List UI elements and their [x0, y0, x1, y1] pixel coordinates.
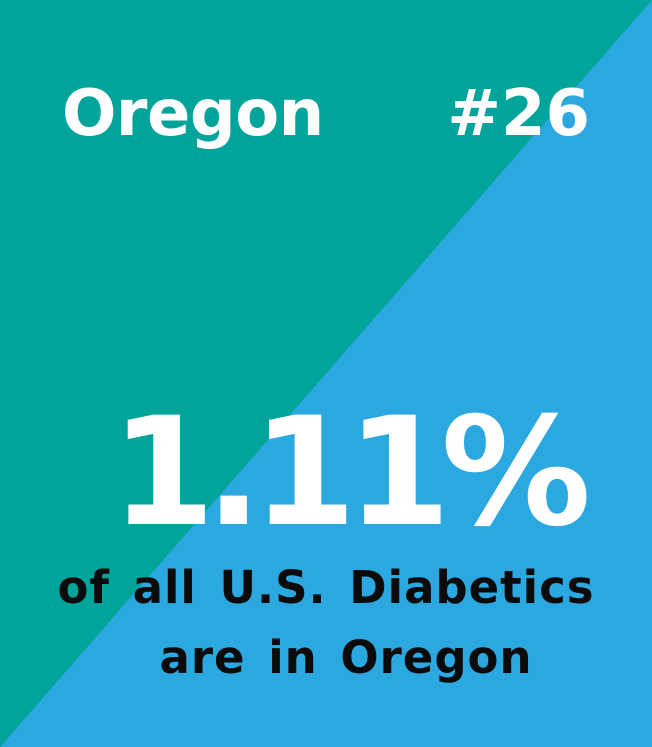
- caption-line-1: of all U.S. Diabetics: [57, 561, 595, 614]
- state-rank: #26: [447, 77, 590, 151]
- caption-line-2: are in Oregon: [159, 631, 533, 684]
- diabetic-share-percent: 1.11%: [110, 386, 591, 560]
- state-name: Oregon: [62, 77, 324, 151]
- stat-caption: of all U.S. Diabetics are in Oregon: [0, 553, 652, 693]
